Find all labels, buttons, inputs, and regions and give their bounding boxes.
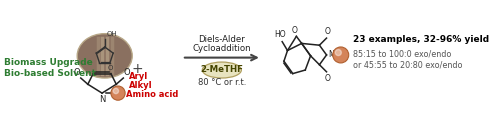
Text: Amino acid: Amino acid <box>126 90 178 99</box>
Circle shape <box>336 50 342 56</box>
Text: OH: OH <box>106 31 117 37</box>
Text: Alkyl: Alkyl <box>128 81 152 90</box>
Circle shape <box>111 86 125 100</box>
Text: Cycloaddition: Cycloaddition <box>192 44 251 53</box>
Text: 23 examples, 32-96% yield: 23 examples, 32-96% yield <box>353 35 490 44</box>
Circle shape <box>113 88 118 94</box>
Text: O: O <box>74 68 80 77</box>
Text: 85:15 to 100:0 exo/endo: 85:15 to 100:0 exo/endo <box>353 50 452 59</box>
Text: O: O <box>292 26 298 35</box>
Text: O: O <box>124 68 130 77</box>
Text: 80 °C or r.t.: 80 °C or r.t. <box>198 78 246 87</box>
Text: N: N <box>328 50 334 59</box>
Text: O: O <box>324 74 330 83</box>
Text: O: O <box>324 27 330 36</box>
Text: N: N <box>99 95 105 104</box>
Text: HO: HO <box>274 30 286 39</box>
Text: O: O <box>108 65 114 71</box>
Ellipse shape <box>202 62 241 78</box>
Text: Biomass Upgrade: Biomass Upgrade <box>4 58 92 68</box>
Circle shape <box>332 47 348 63</box>
Text: Aryl: Aryl <box>128 72 148 81</box>
Text: or 45:55 to 20:80 exo/endo: or 45:55 to 20:80 exo/endo <box>353 60 463 69</box>
Text: 2-MeTHF: 2-MeTHF <box>200 65 244 74</box>
Ellipse shape <box>77 34 132 78</box>
Text: +: + <box>132 62 143 76</box>
Text: Diels-Alder: Diels-Alder <box>198 35 245 44</box>
Text: Bio-based Solvent: Bio-based Solvent <box>4 69 96 78</box>
